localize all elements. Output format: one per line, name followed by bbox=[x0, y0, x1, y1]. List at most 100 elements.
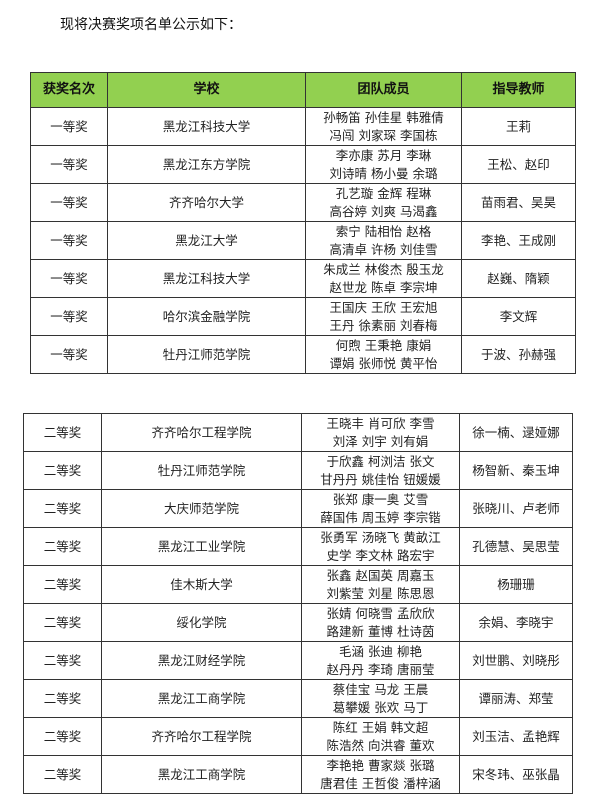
members-cell: 王国庆 王欣 王宏旭 王丹 徐素丽 刘春梅 bbox=[305, 297, 462, 336]
school-cell: 牡丹江师范学院 bbox=[107, 335, 306, 374]
rank-cell: 二等奖 bbox=[23, 489, 102, 528]
school-cell: 绥化学院 bbox=[101, 603, 302, 642]
school-cell: 齐齐哈尔工程学院 bbox=[101, 413, 302, 452]
advisor-cell: 徐一楠、逯娅娜 bbox=[459, 413, 573, 452]
table-row: 二等奖 齐齐哈尔工程学院 王晓丰 肖可欣 李雪 刘泽 刘宇 刘有娟 徐一楠、逯娅娜 bbox=[23, 413, 573, 452]
rank-cell: 二等奖 bbox=[23, 527, 102, 566]
member-line: 葛攀媛 张欢 马丁 bbox=[332, 699, 429, 715]
rank-cell: 一等奖 bbox=[30, 297, 108, 336]
header-advisor: 指导教师 bbox=[461, 72, 576, 108]
table-row: 二等奖 黑龙江工商学院 李艳艳 曹家燚 张璐 唐君佳 王哲俊 潘梓涵 宋冬玮、巫张晶 bbox=[23, 755, 573, 794]
header-rank: 获奖名次 bbox=[30, 72, 108, 108]
table-row: 二等奖 大庆师范学院 张郑 康一奥 艾雪 薛国伟 周玉婷 李宗锴 张晓川、卢老师 bbox=[23, 489, 573, 528]
rank-cell: 二等奖 bbox=[23, 603, 102, 642]
members-cell: 张鑫 赵国英 周嘉玉 刘紫莹 刘星 陈思恩 bbox=[301, 565, 460, 604]
advisor-cell: 杨智新、秦玉坤 bbox=[459, 451, 573, 490]
school-cell: 黑龙江工商学院 bbox=[101, 755, 302, 794]
advisor-cell: 李艳、王成刚 bbox=[461, 221, 576, 260]
school-cell: 黑龙江科技大学 bbox=[107, 259, 306, 298]
member-line: 薛国伟 周玉婷 李宗锴 bbox=[320, 509, 441, 525]
advisor-cell: 刘世鹏、刘晓彤 bbox=[459, 641, 573, 680]
advisor-cell: 张晓川、卢老师 bbox=[459, 489, 573, 528]
rank-cell: 二等奖 bbox=[23, 717, 102, 756]
member-line: 李亦康 苏月 李琳 bbox=[335, 147, 432, 163]
member-line: 冯闯 刘家琛 李国栋 bbox=[329, 127, 438, 143]
advisor-cell: 宋冬玮、巫张晶 bbox=[459, 755, 573, 794]
members-cell: 索宁 陆相怡 赵格 高清卓 许杨 刘佳雪 bbox=[305, 221, 462, 260]
member-line: 赵丹丹 李琦 唐丽莹 bbox=[326, 661, 435, 677]
member-line: 张婧 何晓雪 孟欣欣 bbox=[326, 605, 435, 621]
advisor-cell: 杨珊珊 bbox=[459, 565, 573, 604]
member-line: 张郑 康一奥 艾雪 bbox=[332, 491, 429, 507]
member-line: 孙畅笛 孙佳星 韩雅倩 bbox=[323, 109, 444, 125]
school-cell: 黑龙江财经学院 bbox=[101, 641, 302, 680]
table-row: 一等奖 齐齐哈尔大学 孔艺璇 金辉 程琳 高谷婷 刘爽 马渴鑫 苗雨君、吴昊 bbox=[30, 183, 576, 222]
table-row: 一等奖 黑龙江科技大学 孙畅笛 孙佳星 韩雅倩 冯闯 刘家琛 李国栋 王莉 bbox=[30, 107, 576, 146]
rank-cell: 二等奖 bbox=[23, 755, 102, 794]
member-line: 甘丹丹 姚佳怡 钮媛媛 bbox=[320, 471, 441, 487]
first-prize-table: 获奖名次 学校 团队成员 指导教师 一等奖 黑龙江科技大学 孙畅笛 孙佳星 韩雅倩冯… bbox=[30, 72, 576, 374]
members-cell: 陈红 王娟 韩文超 陈浩然 向洪睿 董欢 bbox=[301, 717, 460, 756]
members-cell: 朱成兰 林俊杰 殷玉龙 赵世龙 陈卓 李宗坤 bbox=[305, 259, 462, 298]
member-line: 王国庆 王欣 王宏旭 bbox=[329, 299, 438, 315]
intro-text: 现将决赛奖项名单公示如下： bbox=[60, 17, 242, 33]
rank-cell: 一等奖 bbox=[30, 221, 108, 260]
rank-cell: 二等奖 bbox=[23, 641, 102, 680]
table-row: 二等奖 黑龙江工商学院 蔡佳宝 马龙 王晨 葛攀媛 张欢 马丁 谭丽涛、郑莹 bbox=[23, 679, 573, 718]
rank-cell: 二等奖 bbox=[23, 413, 102, 452]
advisor-cell: 王莉 bbox=[461, 107, 576, 146]
rank-cell: 一等奖 bbox=[30, 145, 108, 184]
school-cell: 黑龙江科技大学 bbox=[107, 107, 306, 146]
rank-cell: 二等奖 bbox=[23, 451, 102, 490]
member-line: 陈浩然 向洪睿 董欢 bbox=[326, 737, 435, 753]
member-line: 陈红 王娟 韩文超 bbox=[332, 719, 429, 735]
school-cell: 黑龙江东方学院 bbox=[107, 145, 306, 184]
table-row: 二等奖 绥化学院 张婧 何晓雪 孟欣欣 路建新 董博 杜诗茵 余娟、李晓宇 bbox=[23, 603, 573, 642]
member-line: 高清卓 许杨 刘佳雪 bbox=[329, 241, 438, 257]
table-row: 二等奖 齐齐哈尔工程学院 陈红 王娟 韩文超 陈浩然 向洪睿 董欢 刘玉洁、孟艳辉 bbox=[23, 717, 573, 756]
rank-cell: 一等奖 bbox=[30, 335, 108, 374]
table-row: 二等奖 牡丹江师范学院 于欣鑫 柯浏洁 张文 甘丹丹 姚佳怡 钮媛媛 杨智新、秦玉坤 bbox=[23, 451, 573, 490]
member-line: 路建新 董博 杜诗茵 bbox=[326, 623, 435, 639]
members-cell: 孙畅笛 孙佳星 韩雅倩 冯闯 刘家琛 李国栋 bbox=[305, 107, 462, 146]
school-cell: 大庆师范学院 bbox=[101, 489, 302, 528]
member-line: 唐君佳 王哲俊 潘梓涵 bbox=[320, 775, 441, 791]
school-cell: 佳木斯大学 bbox=[101, 565, 302, 604]
advisor-cell: 谭丽涛、郑莹 bbox=[459, 679, 573, 718]
rank-cell: 一等奖 bbox=[30, 259, 108, 298]
advisor-cell: 孔德慧、吴思莹 bbox=[459, 527, 573, 566]
table-row: 二等奖 黑龙江工业学院 张勇军 汤晓飞 黄畝江 史学 李文林 路宏宇 孔德慧、吴思莹 bbox=[23, 527, 573, 566]
member-line: 李艳艳 曹家燚 张璐 bbox=[326, 757, 435, 773]
advisor-cell: 余娟、李晓宇 bbox=[459, 603, 573, 642]
school-cell: 黑龙江工业学院 bbox=[101, 527, 302, 566]
member-line: 谭娟 张师悦 黄平怡 bbox=[329, 355, 438, 371]
members-cell: 于欣鑫 柯浏洁 张文 甘丹丹 姚佳怡 钮媛媛 bbox=[301, 451, 460, 490]
member-line: 张鑫 赵国英 周嘉玉 bbox=[326, 567, 435, 583]
member-line: 史学 李文林 路宏宇 bbox=[326, 547, 435, 563]
member-line: 张勇军 汤晓飞 黄畝江 bbox=[320, 529, 441, 545]
advisor-cell: 于波、孙赫强 bbox=[461, 335, 576, 374]
advisor-cell: 苗雨君、吴昊 bbox=[461, 183, 576, 222]
members-cell: 何煦 王秉艳 康娟 谭娟 张师悦 黄平怡 bbox=[305, 335, 462, 374]
member-line: 毛涵 张迪 柳艳 bbox=[339, 643, 422, 659]
member-line: 何煦 王秉艳 康娟 bbox=[335, 337, 432, 353]
header-school: 学校 bbox=[107, 72, 306, 108]
member-line: 王晓丰 肖可欣 李雪 bbox=[326, 415, 435, 431]
member-line: 高谷婷 刘爽 马渴鑫 bbox=[329, 203, 438, 219]
member-line: 索宁 陆相怡 赵格 bbox=[335, 223, 432, 239]
advisor-cell: 刘玉洁、孟艳辉 bbox=[459, 717, 573, 756]
members-cell: 张郑 康一奥 艾雪 薛国伟 周玉婷 李宗锴 bbox=[301, 489, 460, 528]
rank-cell: 二等奖 bbox=[23, 565, 102, 604]
table-row: 一等奖 哈尔滨金融学院 王国庆 王欣 王宏旭 王丹 徐素丽 刘春梅 李文辉 bbox=[30, 297, 576, 336]
school-cell: 哈尔滨金融学院 bbox=[107, 297, 306, 336]
members-cell: 张婧 何晓雪 孟欣欣 路建新 董博 杜诗茵 bbox=[301, 603, 460, 642]
members-cell: 王晓丰 肖可欣 李雪 刘泽 刘宇 刘有娟 bbox=[301, 413, 460, 452]
rank-cell: 一等奖 bbox=[30, 107, 108, 146]
table-row: 一等奖 牡丹江师范学院 何煦 王秉艳 康娟 谭娟 张师悦 黄平怡 于波、孙赫强 bbox=[30, 335, 576, 374]
table-row: 二等奖 佳木斯大学 张鑫 赵国英 周嘉玉 刘紫莹 刘星 陈思恩 杨珊珊 bbox=[23, 565, 573, 604]
member-line: 赵世龙 陈卓 李宗坤 bbox=[329, 279, 438, 295]
members-cell: 李亦康 苏月 李琳 刘诗晴 杨小曼 余璐 bbox=[305, 145, 462, 184]
advisor-cell: 赵巍、隋颖 bbox=[461, 259, 576, 298]
advisor-cell: 王松、赵印 bbox=[461, 145, 576, 184]
members-cell: 蔡佳宝 马龙 王晨 葛攀媛 张欢 马丁 bbox=[301, 679, 460, 718]
